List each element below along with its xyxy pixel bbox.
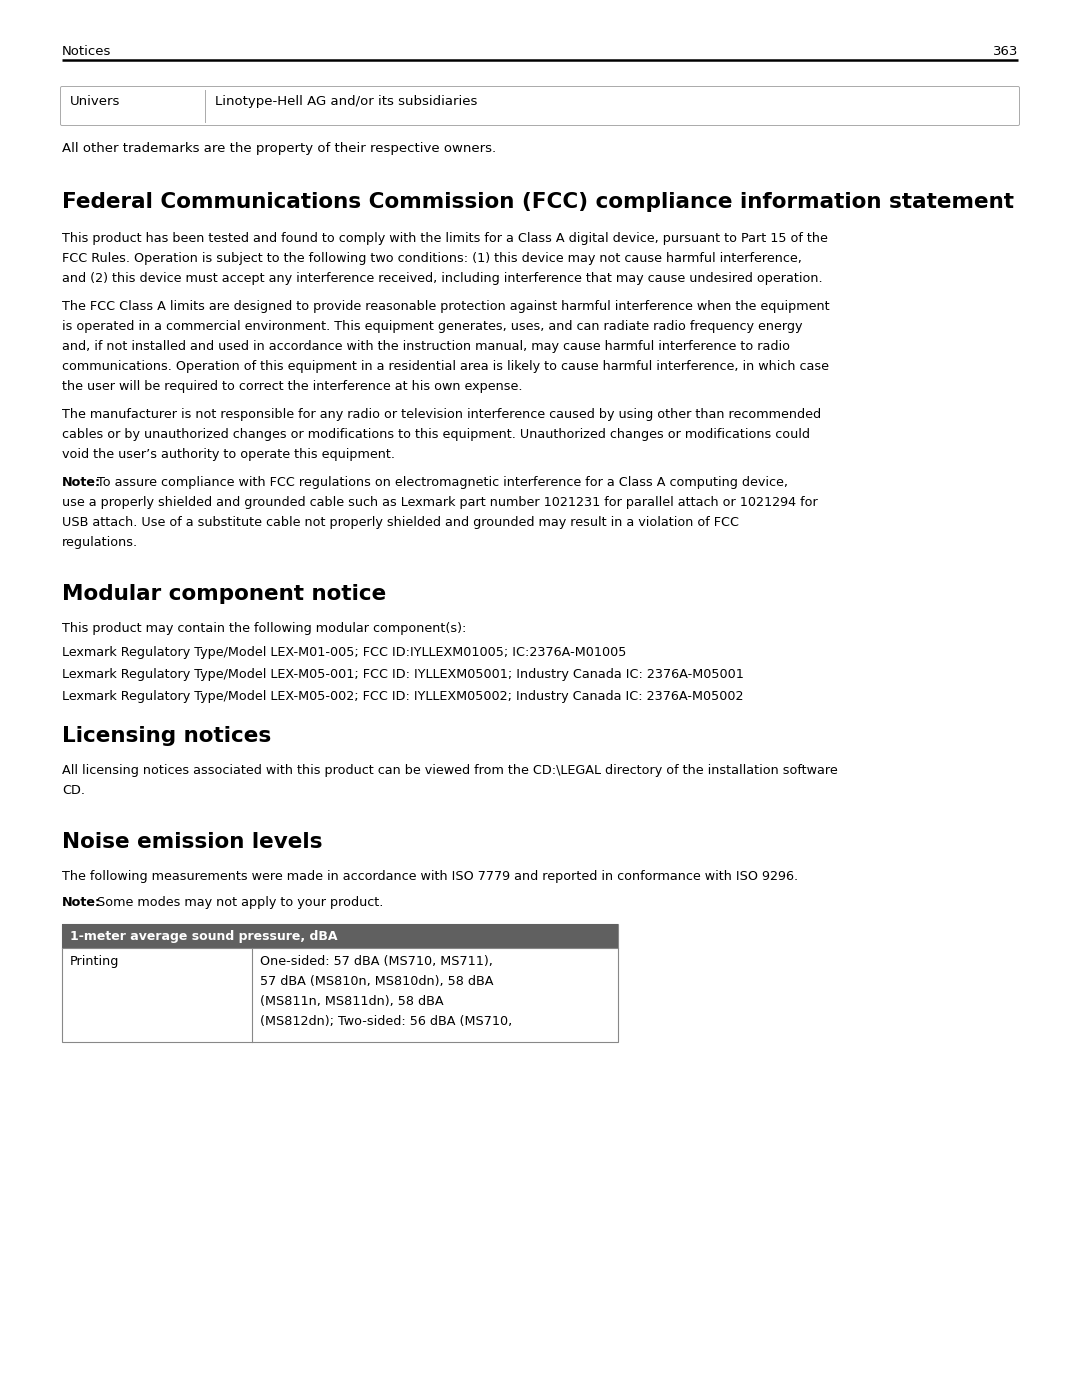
Bar	[62, 923, 618, 1042]
Text: use a properly shielded and grounded cable such as Lexmark part number 1021231 f: use a properly shielded and grounded cab…	[62, 496, 818, 509]
Text: is operated in a commercial environment. This equipment generates, uses, and can: is operated in a commercial environment.…	[62, 320, 802, 332]
Text: Note:: Note:	[62, 476, 102, 489]
Text: communications. Operation of this equipment in a residential area is likely to c: communications. Operation of this equipm…	[62, 360, 829, 373]
Text: The following measurements were made in accordance with ISO 7779 and reported in: The following measurements were made in …	[62, 870, 798, 883]
Text: void the user’s authority to operate this equipment.: void the user’s authority to operate thi…	[62, 448, 395, 461]
Text: USB attach. Use of a substitute cable not properly shielded and grounded may res: USB attach. Use of a substitute cable no…	[62, 515, 739, 529]
Text: All other trademarks are the property of their respective owners.: All other trademarks are the property of…	[62, 142, 496, 155]
FancyBboxPatch shape	[60, 87, 1020, 126]
Text: 57 dBA (MS810n, MS810dn), 58 dBA: 57 dBA (MS810n, MS810dn), 58 dBA	[260, 975, 494, 988]
Text: Lexmark Regulatory Type/Model LEX-M05-002; FCC ID: IYLLEXM05002; Industry Canada: Lexmark Regulatory Type/Model LEX-M05-00…	[62, 690, 743, 703]
Text: Note:: Note:	[62, 895, 102, 909]
Text: and (2) this device must accept any interference received, including interferenc: and (2) this device must accept any inte…	[62, 272, 823, 285]
Text: the user will be required to correct the interference at his own expense.: the user will be required to correct the…	[62, 380, 523, 393]
Text: Printing: Printing	[70, 956, 120, 968]
Bar	[63, 923, 618, 949]
Text: Federal Communications Commission (FCC) compliance information statement: Federal Communications Commission (FCC) …	[62, 191, 1014, 212]
Text: Univers: Univers	[70, 95, 120, 108]
Text: cables or by unauthorized changes or modifications to this equipment. Unauthoriz: cables or by unauthorized changes or mod…	[62, 427, 810, 441]
Text: Notices: Notices	[62, 45, 111, 59]
Text: This product may contain the following modular component(s):: This product may contain the following m…	[62, 622, 467, 636]
Text: regulations.: regulations.	[62, 536, 138, 549]
Text: FCC Rules. Operation is subject to the following two conditions: (1) this device: FCC Rules. Operation is subject to the f…	[62, 251, 801, 265]
Text: Linotype-Hell AG and/or its subsidiaries: Linotype-Hell AG and/or its subsidiaries	[215, 95, 477, 108]
Text: One-sided: 57 dBA (MS710, MS711),: One-sided: 57 dBA (MS710, MS711),	[260, 956, 492, 968]
Text: Modular component notice: Modular component notice	[62, 584, 387, 604]
Text: The FCC Class A limits are designed to provide reasonable protection against har: The FCC Class A limits are designed to p…	[62, 300, 829, 313]
Text: 363: 363	[993, 45, 1018, 59]
Text: To assure compliance with FCC regulations on electromagnetic interference for a : To assure compliance with FCC regulation…	[93, 476, 788, 489]
Text: Noise emission levels: Noise emission levels	[62, 833, 323, 852]
Text: (MS811n, MS811dn), 58 dBA: (MS811n, MS811dn), 58 dBA	[260, 995, 444, 1009]
Text: The manufacturer is not responsible for any radio or television interference cau: The manufacturer is not responsible for …	[62, 408, 821, 420]
Text: All licensing notices associated with this product can be viewed from the CD:\LE: All licensing notices associated with th…	[62, 764, 838, 777]
Text: Some modes may not apply to your product.: Some modes may not apply to your product…	[93, 895, 383, 909]
Text: Lexmark Regulatory Type/Model LEX-M01-005; FCC ID:IYLLEXM01005; IC:2376A-M01005: Lexmark Regulatory Type/Model LEX-M01-00…	[62, 645, 626, 659]
Text: (MS812dn); Two-sided: 56 dBA (MS710,: (MS812dn); Two-sided: 56 dBA (MS710,	[260, 1016, 512, 1028]
Text: Lexmark Regulatory Type/Model LEX-M05-001; FCC ID: IYLLEXM05001; Industry Canada: Lexmark Regulatory Type/Model LEX-M05-00…	[62, 668, 744, 680]
Text: CD.: CD.	[62, 784, 85, 798]
Text: Licensing notices: Licensing notices	[62, 726, 271, 746]
Text: and, if not installed and used in accordance with the instruction manual, may ca: and, if not installed and used in accord…	[62, 339, 789, 353]
Text: This product has been tested and found to comply with the limits for a Class A d: This product has been tested and found t…	[62, 232, 828, 244]
Text: 1-meter average sound pressure, dBA: 1-meter average sound pressure, dBA	[70, 930, 337, 943]
